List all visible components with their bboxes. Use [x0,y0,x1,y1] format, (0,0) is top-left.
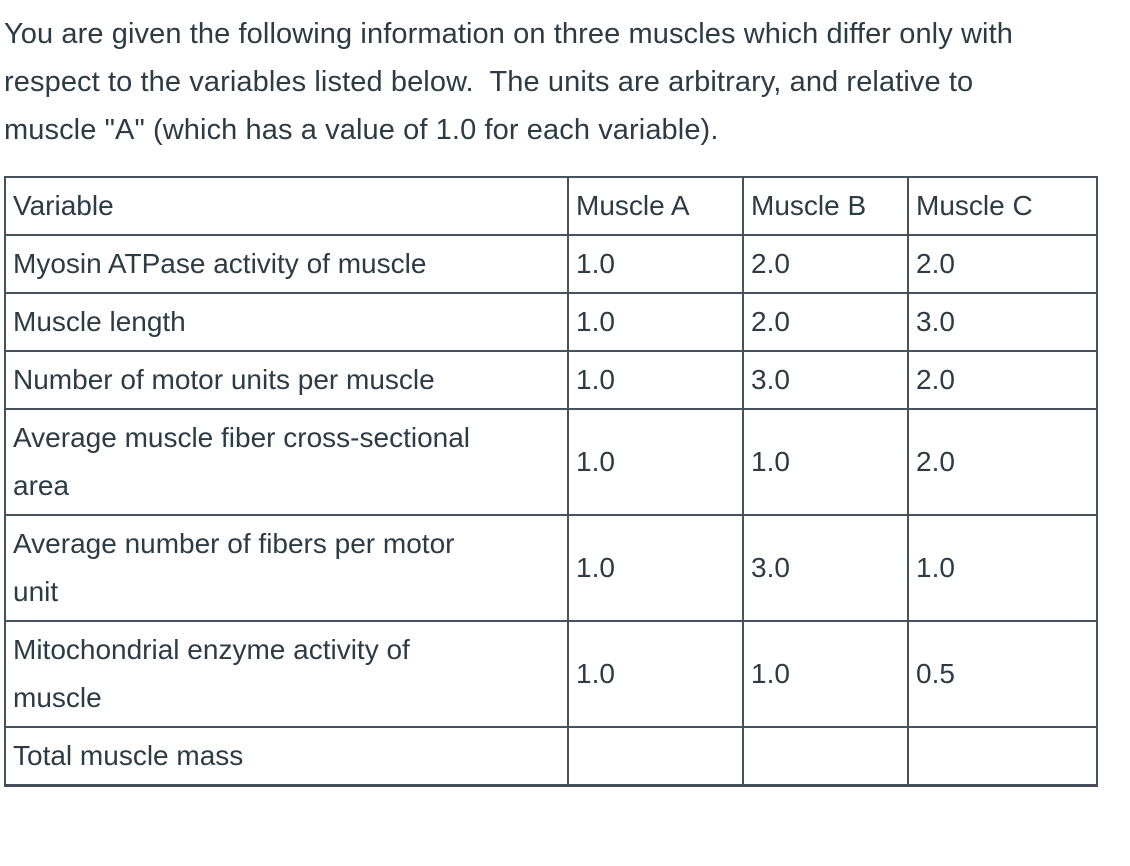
table-row: Mitochondrial enzyme activity of muscle … [4,620,1098,728]
variable-line: unit [13,576,59,607]
variable-line: Average muscle fiber cross-sectional [13,422,471,453]
muscle-b-value: 3.0 [742,350,909,410]
muscle-a-value: 1.0 [567,350,744,410]
header-variable: Variable [4,176,569,236]
intro-line: You are given the following information … [4,18,1013,50]
header-muscle-a: Muscle A [567,176,744,236]
table-row: Muscle length 1.0 2.0 3.0 [4,292,1098,352]
variable-line: muscle [13,682,102,713]
muscle-c-value: 3.0 [907,292,1098,352]
muscle-c-value: 0.5 [907,620,1098,728]
muscle-c-value: 2.0 [907,350,1098,410]
table-row: Number of motor units per muscle 1.0 3.0… [4,350,1098,410]
header-muscle-c: Muscle C [907,176,1098,236]
muscle-c-value: 2.0 [907,408,1098,516]
question-intro-paragraph: You are given the following information … [0,0,1130,154]
variable-cell: Myosin ATPase activity of muscle [4,234,569,294]
muscle-b-value: 1.0 [742,620,909,728]
variable-cell: Total muscle mass [4,726,569,787]
muscle-a-value: 1.0 [567,408,744,516]
muscle-c-value [907,726,1098,787]
muscle-c-value: 1.0 [907,514,1098,622]
muscle-b-value: 2.0 [742,292,909,352]
variable-line: Muscle length [13,306,186,337]
variable-cell: Average number of fibers per motor unit [4,514,569,622]
table-header-row: Variable Muscle A Muscle B Muscle C [4,176,1098,236]
header-muscle-b: Muscle B [742,176,909,236]
variable-cell: Number of motor units per muscle [4,350,569,410]
intro-line: muscle "A" (which has a value of 1.0 for… [4,114,719,146]
table-row: Average muscle fiber cross-sectional are… [4,408,1098,516]
muscle-b-value: 2.0 [742,234,909,294]
intro-line: respect to the variables listed below. T… [4,66,974,98]
variable-cell: Average muscle fiber cross-sectional are… [4,408,569,516]
variable-line: Myosin ATPase activity of muscle [13,248,427,279]
muscle-a-value [567,726,744,787]
muscle-b-value: 1.0 [742,408,909,516]
variable-line: Mitochondrial enzyme activity of [13,634,410,665]
muscle-a-value: 1.0 [567,514,744,622]
muscle-b-value [742,726,909,787]
muscle-c-value: 2.0 [907,234,1098,294]
table-row: Total muscle mass [4,726,1098,787]
variable-line: Number of motor units per muscle [13,364,435,395]
table-row: Myosin ATPase activity of muscle 1.0 2.0… [4,234,1098,294]
muscle-a-value: 1.0 [567,620,744,728]
muscle-b-value: 3.0 [742,514,909,622]
variable-cell: Mitochondrial enzyme activity of muscle [4,620,569,728]
variable-cell: Muscle length [4,292,569,352]
muscle-comparison-table: Variable Muscle A Muscle B Muscle C Myos… [4,176,1098,787]
variable-line: Average number of fibers per motor [13,528,455,559]
muscle-a-value: 1.0 [567,292,744,352]
table-row: Average number of fibers per motor unit … [4,514,1098,622]
muscle-a-value: 1.0 [567,234,744,294]
variable-line: Total muscle mass [13,740,244,771]
variable-line: area [13,470,70,501]
